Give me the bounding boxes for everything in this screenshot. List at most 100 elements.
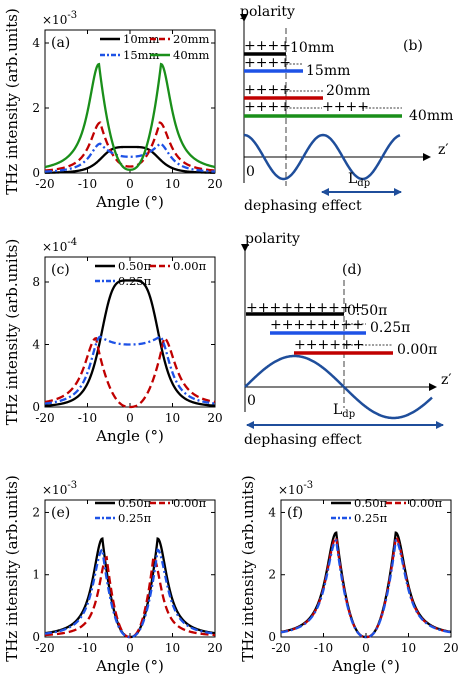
series-line-f-1 — [280, 535, 452, 639]
legend-label-a-0: 10mm — [123, 32, 160, 46]
y-tick-label-c: 0 — [32, 400, 40, 414]
plus-row-40mm: ++++ — [244, 99, 291, 115]
panel-label-e: (e) — [51, 505, 70, 521]
x-tick-label-a: -10 — [78, 177, 97, 191]
y-axis-label-e: THz intensity (arb.units) — [3, 475, 21, 662]
series-line-e-0 — [44, 537, 216, 639]
polarity-label-b: polarity — [240, 4, 295, 20]
dephasing-label-d: dephasing effect — [244, 432, 362, 448]
y-tick-label-a: 2 — [32, 101, 40, 115]
x-tick-label-f: 20 — [443, 641, 458, 655]
dephasing-label-b: dephasing effect — [244, 198, 362, 214]
x-tick-label-c: 20 — [207, 411, 222, 425]
polarity-label-d: polarity — [245, 231, 300, 247]
y-tick-label-a: 4 — [32, 36, 40, 50]
y-tick-label-a: 0 — [32, 166, 40, 180]
legend-label-e-0: 0.50π — [118, 496, 152, 510]
series-line-a-2 — [44, 142, 216, 173]
y-axis-label-a: THz intensity (arb.units) — [3, 8, 21, 195]
y-tick-label-f: 0 — [268, 630, 276, 644]
series-line-e-1 — [44, 555, 216, 639]
chart-panel-a: -20 -10 0 10 20 0 2 4×10-3 Angle (°) THz intensit… — [3, 8, 223, 211]
panel-label-c: (c) — [51, 262, 70, 278]
x-tick-label-f: 0 — [362, 641, 370, 655]
legend-label-c-2: 0.25π — [118, 274, 152, 288]
legend-label-a-2: 15mm — [123, 48, 160, 62]
ldp-label-b: Ldp — [348, 171, 370, 189]
series-line-f-2 — [280, 539, 452, 639]
series-line-e-2 — [44, 548, 216, 639]
legend-label-c-0: 0.50π — [118, 259, 152, 273]
legend-label-f-1: 0.00π — [409, 496, 443, 510]
y-tick-label-c: 8 — [32, 275, 40, 289]
plus-row-15mm: ++++ — [244, 55, 291, 71]
plus-row-050: ++++++++++ — [246, 300, 363, 316]
row-label-050: 0.50π — [347, 303, 387, 319]
legend-label-e-1: 0.00π — [173, 496, 207, 510]
z-label-d: z′ — [441, 372, 452, 388]
legend-label-c-1: 0.00π — [173, 259, 207, 273]
row-label-10mm: 10mm — [290, 40, 334, 56]
x-axis-label-c: Angle (°) — [95, 427, 164, 445]
x-axis-label-f: Angle (°) — [331, 657, 400, 675]
panel-label-a: (a) — [51, 35, 70, 51]
x-tick-label-e: -10 — [78, 641, 97, 655]
x-tick-label-c: -10 — [78, 411, 97, 425]
panel-label-b: (b) — [403, 38, 423, 54]
y-tick-label-f: 2 — [268, 568, 276, 582]
series-line-c-2 — [44, 335, 216, 405]
schematic-d: polarity (d) ++++++++++ 0.50π ++++++++ 0… — [241, 231, 452, 448]
legend-label-f-0: 0.50π — [354, 496, 388, 510]
x-tick-label-c: -20 — [35, 411, 54, 425]
y-axis-label-c: THz intensity (arb.units) — [3, 239, 21, 426]
x-tick-label-a: 20 — [207, 177, 222, 191]
x-tick-label-a: 0 — [126, 177, 134, 191]
panel-label-d: (d) — [342, 262, 362, 278]
series-line-c-0 — [44, 279, 216, 407]
legend-label-f-2: 0.25π — [354, 511, 388, 525]
series-line-a-3 — [44, 62, 216, 171]
y-axis-label-f: THz intensity (arb.units) — [239, 475, 257, 662]
chart-panel-c: -20 -10 0 10 20 0 4 8 ×10-4 Angle (°) THz intensit… — [3, 237, 223, 445]
y-tick-label-c: 4 — [32, 338, 40, 352]
sine-wave-b — [243, 133, 401, 181]
row-label-40mm: 40mm — [409, 108, 453, 124]
sine-wave-d — [244, 354, 433, 420]
x-tick-label-f: 10 — [401, 641, 416, 655]
x-tick-label-e: 0 — [126, 641, 134, 655]
row-label-000: 0.00π — [397, 342, 437, 358]
series-line-a-1 — [44, 121, 216, 172]
plus-row-000: ++++++ — [294, 337, 364, 353]
row-label-025: 0.25π — [370, 320, 410, 336]
origin-label-b: 0 — [246, 164, 255, 180]
legend-label-a-1: 20mm — [173, 32, 210, 46]
chart-panel-e: -20 -10 0 10 20 0 1 2×10-3 Angle (°) THz intensit… — [3, 475, 223, 675]
x-axis-label-e: Angle (°) — [95, 657, 164, 675]
panel-label-f: (f) — [287, 505, 303, 521]
x-tick-label-e: 10 — [165, 641, 180, 655]
plus-row-20mm: ++++ — [244, 82, 291, 98]
exponent-label-a: ×10-3 — [42, 10, 77, 27]
ldp-label-d: Ldp — [333, 402, 355, 420]
x-tick-label-e: 20 — [207, 641, 222, 655]
plus-row-10mm: ++++ — [244, 38, 291, 54]
exponent-label-f: ×10-3 — [278, 480, 313, 497]
x-tick-label-a: 10 — [165, 177, 180, 191]
y-tick-label-e: 1 — [32, 568, 40, 582]
exponent-label-e: ×10-3 — [42, 480, 77, 497]
legend-label-e-2: 0.25π — [118, 511, 152, 525]
x-tick-label-e: -20 — [35, 641, 54, 655]
y-tick-label-f: 4 — [268, 505, 276, 519]
chart-panel-f: -20 -10 0 10 20 0 2 4×10-3 Angle (°) THz intensit… — [239, 475, 459, 675]
legend-label-a-3: 40mm — [173, 48, 210, 62]
origin-label-d: 0 — [247, 393, 256, 409]
series-line-c-1 — [44, 336, 216, 409]
z-label-b: z′ — [438, 142, 449, 158]
x-tick-label-f: -20 — [271, 641, 290, 655]
series-line-a-0 — [44, 145, 216, 174]
x-tick-label-c: 10 — [165, 411, 180, 425]
exponent-label-c: ×10-4 — [42, 237, 77, 254]
schematic-b: polarity (b) ++++ 10mm ++++ 15mm ++++ 20… — [240, 4, 453, 214]
x-axis-label-a: Angle (°) — [95, 193, 164, 211]
